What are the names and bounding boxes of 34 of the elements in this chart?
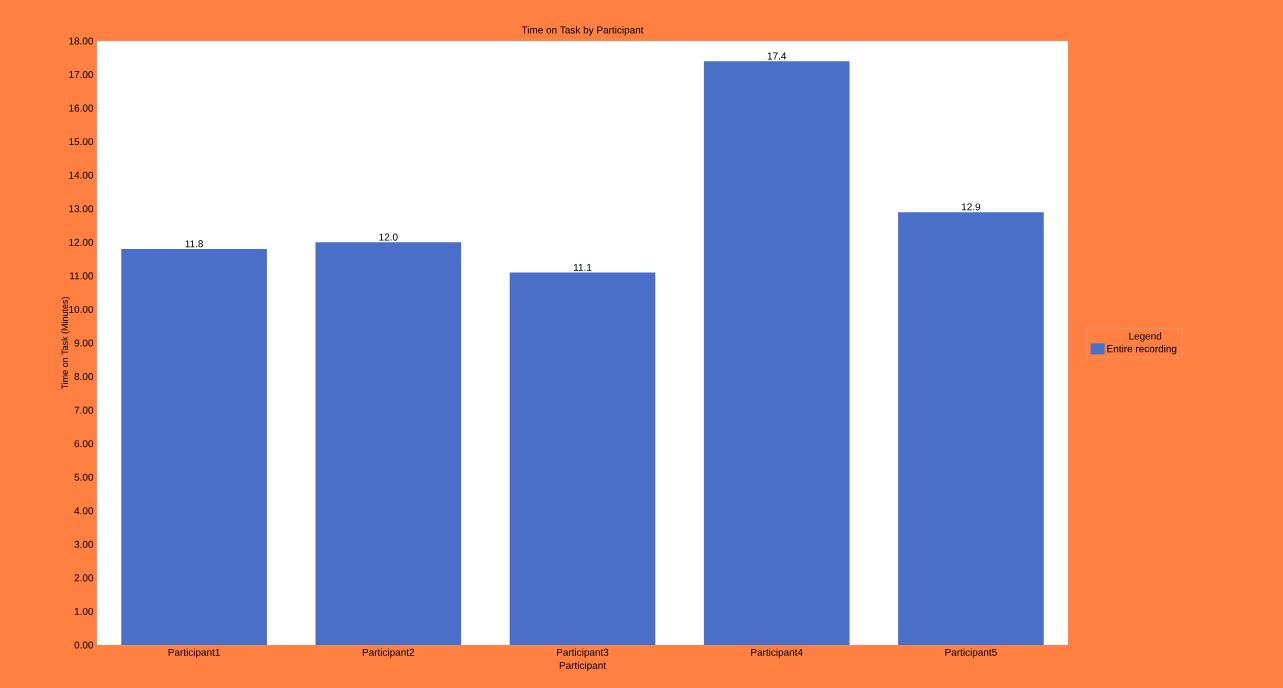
x-tick-label: Participant1 [168, 648, 220, 658]
y-tick-label: 0.00 [74, 641, 94, 649]
y-tick-label: 5.00 [74, 473, 94, 481]
y-tick-label: 13.00 [69, 205, 94, 213]
x-axis-title: Participant [559, 661, 606, 671]
x-tick-label: Participant5 [945, 648, 997, 658]
y-tick-label: 2.00 [74, 574, 94, 582]
x-tick-label: Participant4 [751, 648, 803, 658]
legend-label: Entire recording [1107, 344, 1177, 355]
data-label: 12.0 [379, 233, 398, 241]
y-tick-label: 3.00 [74, 540, 94, 548]
data-label: 12.9 [961, 203, 981, 211]
y-tick-label: 16.00 [69, 104, 94, 112]
y-tick-label: 4.00 [74, 507, 94, 515]
y-tick-label: 14.00 [69, 171, 94, 179]
y-tick-label: 9.00 [74, 339, 94, 347]
y-tick-label: 15.00 [69, 138, 94, 146]
y-tick-label: 12.00 [69, 238, 94, 246]
y-tick-label: 7.00 [74, 406, 94, 414]
data-label: 11.8 [185, 240, 203, 248]
data-label: 17.4 [767, 52, 787, 60]
y-tick-label: 17.00 [69, 71, 94, 79]
data-label: 11.1 [573, 263, 592, 271]
x-tick-label: Participant3 [557, 648, 609, 658]
y-tick-label: 18.00 [69, 37, 94, 45]
x-tick-label: Participant2 [362, 648, 415, 658]
y-tick-label: 8.00 [74, 373, 94, 381]
legend-title: Legend [1129, 332, 1162, 342]
y-axis-title: Time on Task (Minutes) [61, 297, 70, 390]
y-tick-label: 6.00 [74, 440, 94, 448]
y-tick-label: 11.00 [70, 272, 94, 280]
y-tick-label: 10.00 [69, 305, 94, 313]
y-tick-label: 1.00 [74, 607, 94, 615]
chart-title: Time on Task by Participant [521, 26, 644, 36]
